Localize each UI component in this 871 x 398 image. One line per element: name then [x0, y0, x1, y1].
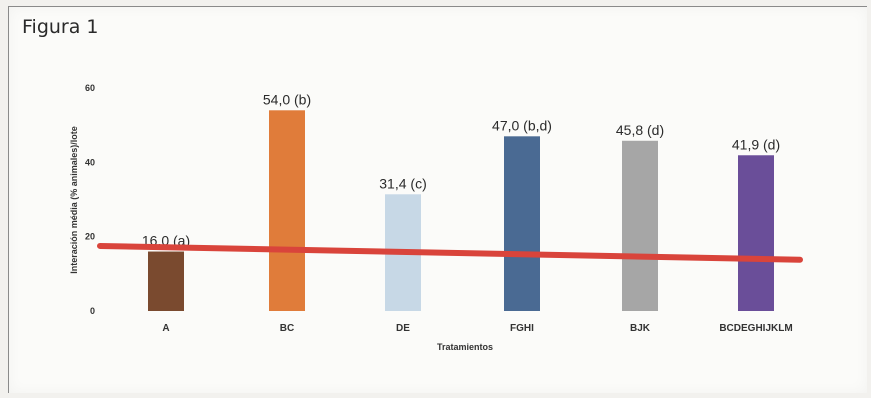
category-label: BC: [280, 323, 294, 334]
data-label: 31,4 (c): [379, 175, 426, 191]
bar-BJK: [622, 140, 658, 311]
x-axis-label: Tratamientos: [437, 342, 493, 352]
bar-A: [148, 251, 184, 311]
data-label: 47,0 (b,d): [492, 117, 552, 133]
data-label: 45,8 (d): [616, 122, 664, 138]
category-label: A: [162, 323, 169, 334]
category-label: BJK: [630, 323, 651, 334]
category-label: DE: [396, 323, 410, 334]
category-label: FGHI: [510, 323, 534, 334]
bar-BCDEGHIJKLM: [738, 155, 774, 311]
bar-FGHI: [504, 136, 540, 311]
y-tick-label: 0: [90, 306, 95, 316]
data-label: 41,9 (d): [732, 136, 780, 152]
trend-line: [97, 242, 803, 263]
y-tick-label: 40: [85, 157, 95, 167]
category-label: BCDEGHIJKLM: [719, 323, 792, 334]
figure-title: Figura 1: [22, 16, 99, 38]
data-label: 54,0 (b): [263, 91, 311, 107]
figure-panel: [8, 6, 867, 393]
y-axis-label: Interación média (% animales)/lote: [69, 126, 79, 274]
bar-BC: [269, 110, 305, 311]
y-tick-label: 20: [85, 232, 95, 242]
y-tick-label: 60: [85, 83, 95, 93]
